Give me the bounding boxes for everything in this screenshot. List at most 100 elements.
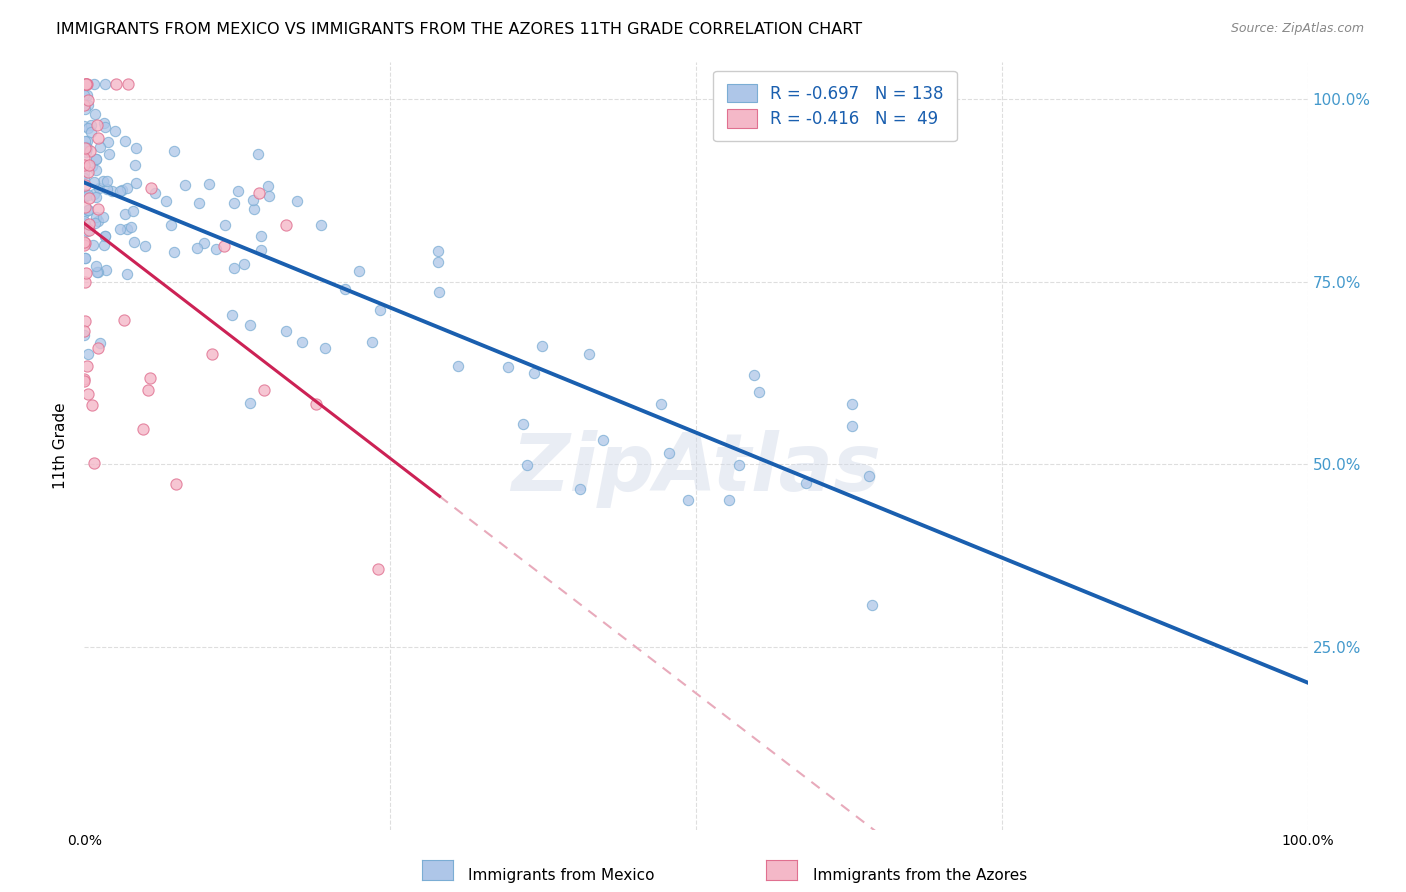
Point — [841, 397, 863, 411]
Point — [163, 244, 186, 259]
Point — [291, 335, 314, 350]
Point — [744, 368, 766, 383]
Point — [314, 341, 336, 355]
Point — [79, 222, 101, 236]
Point — [73, 119, 96, 133]
Point — [84, 210, 107, 224]
Point — [73, 98, 96, 112]
Point — [718, 492, 741, 507]
Point — [650, 397, 672, 411]
Point — [136, 384, 159, 398]
Point — [748, 384, 770, 399]
Point — [242, 193, 264, 207]
Point — [73, 324, 96, 338]
Point — [73, 135, 96, 149]
Point — [247, 186, 270, 201]
Point — [87, 181, 110, 195]
Point — [226, 185, 249, 199]
Point — [77, 158, 100, 172]
Point — [73, 171, 96, 186]
Point — [96, 174, 118, 188]
Point — [83, 107, 105, 121]
Point — [77, 346, 100, 360]
Point — [84, 260, 107, 274]
Point — [427, 244, 450, 258]
Point — [115, 180, 138, 194]
Point — [77, 202, 100, 217]
Y-axis label: 11th Grade: 11th Grade — [53, 402, 69, 490]
Point — [214, 219, 236, 233]
Text: IMMIGRANTS FROM MEXICO VS IMMIGRANTS FROM THE AZORES 11TH GRADE CORRELATION CHAR: IMMIGRANTS FROM MEXICO VS IMMIGRANTS FRO… — [56, 22, 862, 37]
Point — [79, 144, 101, 158]
Point — [77, 202, 100, 217]
Point — [114, 206, 136, 220]
Point — [73, 102, 96, 116]
Point — [77, 387, 100, 401]
Point — [75, 178, 97, 193]
Point — [80, 125, 103, 139]
Point — [335, 282, 357, 296]
Point — [134, 239, 156, 253]
Point — [94, 120, 117, 135]
Point — [73, 314, 96, 328]
Point — [83, 175, 105, 189]
Point — [86, 118, 108, 132]
Text: Immigrants from Mexico: Immigrants from Mexico — [468, 869, 655, 883]
Point — [568, 482, 591, 496]
Point — [274, 218, 297, 232]
Point — [110, 184, 132, 198]
Point — [728, 458, 751, 472]
Point — [122, 203, 145, 218]
Point — [516, 458, 538, 472]
Point — [93, 238, 115, 252]
Point — [76, 78, 98, 92]
Point — [117, 222, 139, 236]
Point — [79, 118, 101, 132]
Point — [84, 190, 107, 204]
Point — [76, 98, 98, 112]
Point — [125, 176, 148, 190]
Point — [197, 177, 219, 191]
Point — [347, 264, 370, 278]
Point — [246, 147, 269, 161]
Point — [841, 419, 863, 434]
Point — [367, 562, 389, 576]
Point — [101, 184, 124, 198]
Point — [80, 159, 103, 173]
Point — [73, 78, 96, 92]
Point — [794, 476, 817, 491]
Point — [201, 347, 224, 361]
Point — [86, 265, 108, 279]
Point — [132, 422, 155, 436]
Point — [93, 116, 115, 130]
Point — [138, 371, 160, 385]
Point — [143, 186, 166, 201]
Point — [73, 235, 96, 249]
Point — [276, 324, 298, 338]
Point — [93, 228, 115, 243]
Point — [73, 328, 96, 343]
Point — [523, 367, 546, 381]
Point — [860, 599, 883, 613]
Point — [87, 265, 110, 279]
Point — [186, 241, 208, 255]
Point — [75, 251, 97, 265]
Point — [160, 218, 183, 232]
Point — [75, 140, 97, 154]
Point — [76, 359, 98, 373]
Point — [76, 120, 98, 135]
Point — [239, 318, 262, 332]
Point — [77, 191, 100, 205]
Point — [250, 228, 273, 243]
Point — [89, 139, 111, 153]
Point — [242, 202, 264, 217]
Point — [530, 339, 553, 353]
Point — [205, 242, 228, 256]
Point — [249, 243, 271, 257]
Point — [73, 213, 96, 227]
Point — [73, 188, 96, 202]
Point — [165, 477, 187, 491]
Point — [447, 359, 470, 373]
Point — [83, 456, 105, 470]
Point — [94, 262, 117, 277]
